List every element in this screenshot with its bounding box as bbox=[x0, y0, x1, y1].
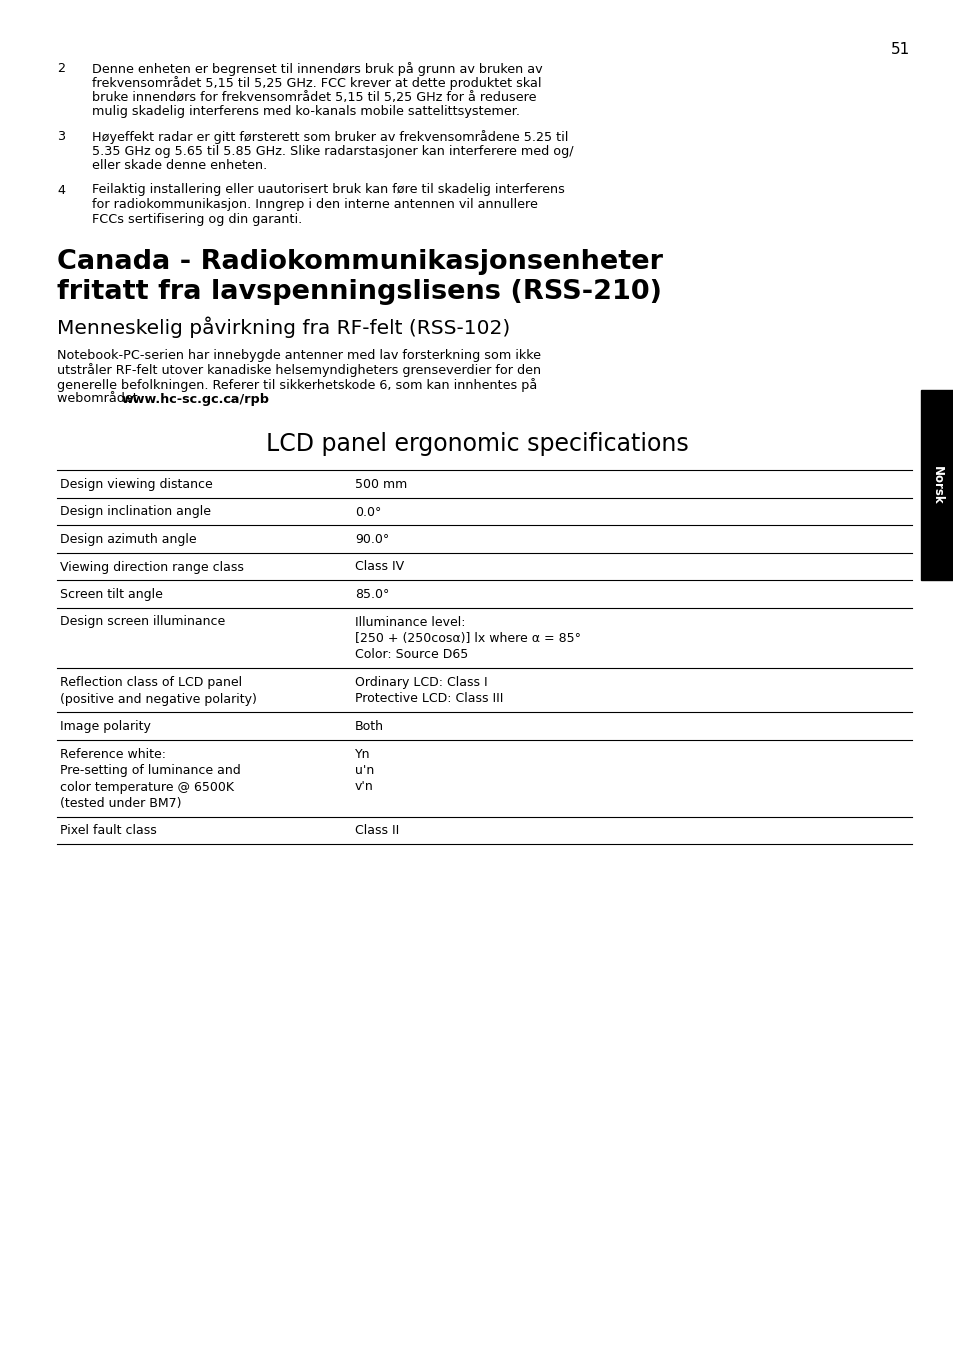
Text: 5.35 GHz og 5.65 til 5.85 GHz. Slike radarstasjoner kan interferere med og/: 5.35 GHz og 5.65 til 5.85 GHz. Slike rad… bbox=[91, 145, 573, 157]
Text: frekvensområdet 5,15 til 5,25 GHz. FCC krever at dette produktet skal: frekvensområdet 5,15 til 5,25 GHz. FCC k… bbox=[91, 77, 541, 90]
Text: 3: 3 bbox=[57, 130, 65, 142]
Text: Viewing direction range class: Viewing direction range class bbox=[60, 560, 244, 574]
Text: Class II: Class II bbox=[355, 824, 399, 838]
Text: www.hc-sc.gc.ca/rpb: www.hc-sc.gc.ca/rpb bbox=[122, 393, 270, 405]
Bar bbox=[920, 390, 953, 580]
Text: eller skade denne enheten.: eller skade denne enheten. bbox=[91, 159, 267, 172]
Text: Screen tilt angle: Screen tilt angle bbox=[60, 589, 163, 601]
Text: Reference white:: Reference white: bbox=[60, 747, 166, 761]
Text: v'n: v'n bbox=[355, 780, 374, 794]
Text: Pre-setting of luminance and: Pre-setting of luminance and bbox=[60, 764, 240, 778]
Text: (tested under BM7): (tested under BM7) bbox=[60, 797, 181, 810]
Text: bruke innendørs for frekvensområdet 5,15 til 5,25 GHz for å redusere: bruke innendørs for frekvensområdet 5,15… bbox=[91, 90, 536, 104]
Text: Menneskelig påvirkning fra RF-felt (RSS-102): Menneskelig påvirkning fra RF-felt (RSS-… bbox=[57, 318, 510, 338]
Text: mulig skadelig interferens med ko-kanals mobile sattelittsystemer.: mulig skadelig interferens med ko-kanals… bbox=[91, 105, 519, 119]
Text: .: . bbox=[229, 393, 233, 405]
Text: Image polarity: Image polarity bbox=[60, 720, 151, 732]
Text: Denne enheten er begrenset til innendørs bruk på grunn av bruken av: Denne enheten er begrenset til innendørs… bbox=[91, 62, 542, 75]
Text: u'n: u'n bbox=[355, 764, 374, 778]
Text: Høyeffekt radar er gitt førsterett som bruker av frekvensområdene 5.25 til: Høyeffekt radar er gitt førsterett som b… bbox=[91, 130, 568, 144]
Text: 2: 2 bbox=[57, 62, 65, 75]
Text: Color: Source D65: Color: Source D65 bbox=[355, 649, 468, 661]
Text: (positive and negative polarity): (positive and negative polarity) bbox=[60, 693, 256, 705]
Text: for radiokommunikasjon. Inngrep i den interne antennen vil annullere: for radiokommunikasjon. Inngrep i den in… bbox=[91, 199, 537, 211]
Text: Design azimuth angle: Design azimuth angle bbox=[60, 533, 196, 546]
Text: 85.0°: 85.0° bbox=[355, 589, 389, 601]
Text: Design inclination angle: Design inclination angle bbox=[60, 505, 211, 519]
Text: generelle befolkningen. Referer til sikkerhetskode 6, som kan innhentes på: generelle befolkningen. Referer til sikk… bbox=[57, 378, 537, 392]
Text: Pixel fault class: Pixel fault class bbox=[60, 824, 156, 838]
Text: Class IV: Class IV bbox=[355, 560, 404, 574]
Text: Feilaktig installering eller uautorisert bruk kan føre til skadelig interferens: Feilaktig installering eller uautorisert… bbox=[91, 183, 564, 197]
Text: 4: 4 bbox=[57, 183, 65, 197]
Text: Yn: Yn bbox=[355, 747, 370, 761]
Text: Reflection class of LCD panel: Reflection class of LCD panel bbox=[60, 676, 242, 689]
Text: fritatt fra lavspenningslisens (RSS-210): fritatt fra lavspenningslisens (RSS-210) bbox=[57, 279, 661, 305]
Text: Ordinary LCD: Class I: Ordinary LCD: Class I bbox=[355, 676, 487, 689]
Text: FCCs sertifisering og din garanti.: FCCs sertifisering og din garanti. bbox=[91, 212, 302, 226]
Text: Notebook-PC-serien har innebygde antenner med lav forsterkning som ikke: Notebook-PC-serien har innebygde antenne… bbox=[57, 349, 540, 361]
Text: [250 + (250cosα)] lx where α = 85°: [250 + (250cosα)] lx where α = 85° bbox=[355, 632, 580, 645]
Text: Illuminance level:: Illuminance level: bbox=[355, 616, 465, 628]
Text: Design screen illuminance: Design screen illuminance bbox=[60, 616, 225, 628]
Text: 51: 51 bbox=[890, 42, 909, 57]
Text: utstråler RF-felt utover kanadiske helsemyndigheters grenseverdier for den: utstråler RF-felt utover kanadiske helse… bbox=[57, 364, 540, 378]
Text: Canada - Radiokommunikasjonsenheter: Canada - Radiokommunikasjonsenheter bbox=[57, 249, 662, 275]
Text: Norsk: Norsk bbox=[929, 465, 943, 504]
Text: Protective LCD: Class III: Protective LCD: Class III bbox=[355, 693, 503, 705]
Text: webområdet: webområdet bbox=[57, 393, 142, 405]
Text: LCD panel ergonomic specifications: LCD panel ergonomic specifications bbox=[265, 433, 688, 456]
Text: 90.0°: 90.0° bbox=[355, 533, 389, 546]
Text: 500 mm: 500 mm bbox=[355, 478, 407, 491]
Text: 0.0°: 0.0° bbox=[355, 505, 381, 519]
Text: Both: Both bbox=[355, 720, 384, 732]
Text: color temperature @ 6500K: color temperature @ 6500K bbox=[60, 780, 233, 794]
Text: Design viewing distance: Design viewing distance bbox=[60, 478, 213, 491]
